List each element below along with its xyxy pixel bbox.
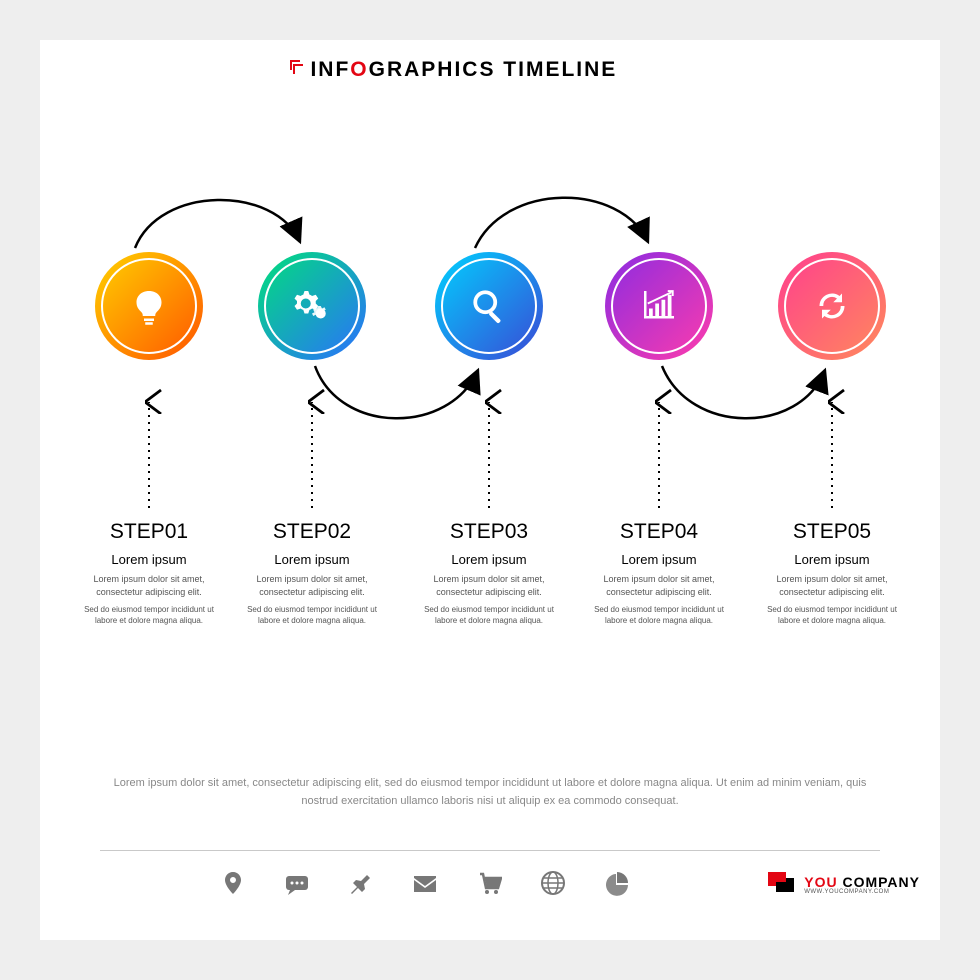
steps: STEP01 Lorem ipsum Lorem ipsum dolor sit a… (40, 520, 940, 750)
step-title: STEP01 (74, 520, 224, 544)
brand: YOU COMPANY WWW.YOUCOMPANY.COM (766, 870, 920, 900)
step-body: Lorem ipsum dolor sit amet, consectetur … (757, 573, 907, 598)
step-title: STEP04 (584, 520, 734, 544)
title-accent: O (350, 58, 368, 81)
cart-icon (476, 870, 502, 896)
title-pre: INF (310, 58, 350, 81)
brand-name-post: COMPANY (842, 874, 920, 890)
step-body: Lorem ipsum dolor sit amet, consectetur … (414, 573, 564, 598)
page-title: INFOGRAPHICS TIMELINE (290, 58, 617, 82)
mail-icon (412, 870, 438, 896)
pin-icon (220, 870, 246, 896)
brand-logo-icon (766, 870, 796, 900)
step-body-2: Sed do eiusmod tempor incididunt ut labo… (584, 604, 734, 626)
step-body-2: Sed do eiusmod tempor incididunt ut labo… (757, 604, 907, 626)
step-title: STEP03 (414, 520, 564, 544)
canvas: INFOGRAPHICS TIMELINE (40, 40, 940, 940)
piechart-icon (604, 870, 630, 896)
globe-icon (540, 870, 566, 896)
step-body: Lorem ipsum dolor sit amet, consectetur … (584, 573, 734, 598)
step-title: STEP02 (237, 520, 387, 544)
step-column-2: STEP02 Lorem ipsum Lorem ipsum dolor sit a… (237, 520, 387, 627)
step-column-3: STEP03 Lorem ipsum Lorem ipsum dolor sit a… (414, 520, 564, 627)
step-body-2: Sed do eiusmod tempor incididunt ut labo… (414, 604, 564, 626)
title-post: GRAPHICS TIMELINE (369, 58, 618, 81)
step-column-4: STEP04 Lorem ipsum Lorem ipsum dolor sit a… (584, 520, 734, 627)
divider (100, 850, 880, 851)
footer-text: Lorem ipsum dolor sit amet, consectetur … (40, 775, 940, 810)
footer-icon-row (220, 870, 630, 896)
step-subtitle: Lorem ipsum (414, 552, 564, 567)
step-body-2: Sed do eiusmod tempor incididunt ut labo… (74, 604, 224, 626)
step-subtitle: Lorem ipsum (237, 552, 387, 567)
chat-icon (284, 870, 310, 896)
title-marker-icon (290, 60, 306, 82)
timeline (40, 190, 940, 510)
step-body: Lorem ipsum dolor sit amet, consectetur … (74, 573, 224, 598)
step-column-5: STEP05 Lorem ipsum Lorem ipsum dolor sit a… (757, 520, 907, 627)
step-body: Lorem ipsum dolor sit amet, consectetur … (237, 573, 387, 598)
step-subtitle: Lorem ipsum (584, 552, 734, 567)
step-body-2: Sed do eiusmod tempor incididunt ut labo… (237, 604, 387, 626)
step-column-1: STEP01 Lorem ipsum Lorem ipsum dolor sit a… (74, 520, 224, 627)
step-title: STEP05 (757, 520, 907, 544)
step-subtitle: Lorem ipsum (74, 552, 224, 567)
pushpin-icon (348, 870, 374, 896)
step-subtitle: Lorem ipsum (757, 552, 907, 567)
brand-name-pre: YOU (804, 874, 837, 890)
